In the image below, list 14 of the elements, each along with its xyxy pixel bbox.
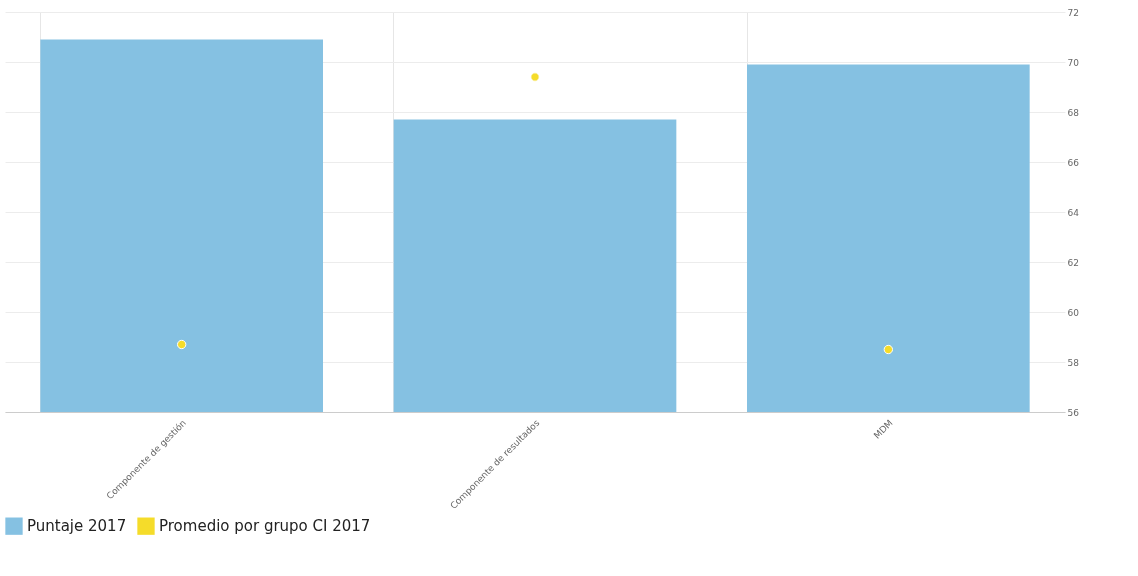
y-tick-label: 62: [1067, 257, 1079, 268]
point: [176, 339, 187, 350]
y-tick-label: 70: [1067, 57, 1080, 68]
y-tick-label: 64: [1067, 207, 1080, 218]
y-tick-label: 72: [1067, 7, 1079, 18]
y-tick-label: 60: [1067, 307, 1080, 318]
y-tick-label: 68: [1067, 107, 1080, 118]
point: [883, 344, 894, 355]
legend-label: Puntaje 2017: [27, 517, 127, 536]
y-tick-label: 58: [1067, 357, 1080, 368]
y-tick-label: 56: [1067, 407, 1080, 418]
y-tick-label: 66: [1067, 157, 1080, 168]
legend-label: Promedio por grupo CI 2017: [159, 517, 371, 536]
point: [530, 72, 540, 82]
